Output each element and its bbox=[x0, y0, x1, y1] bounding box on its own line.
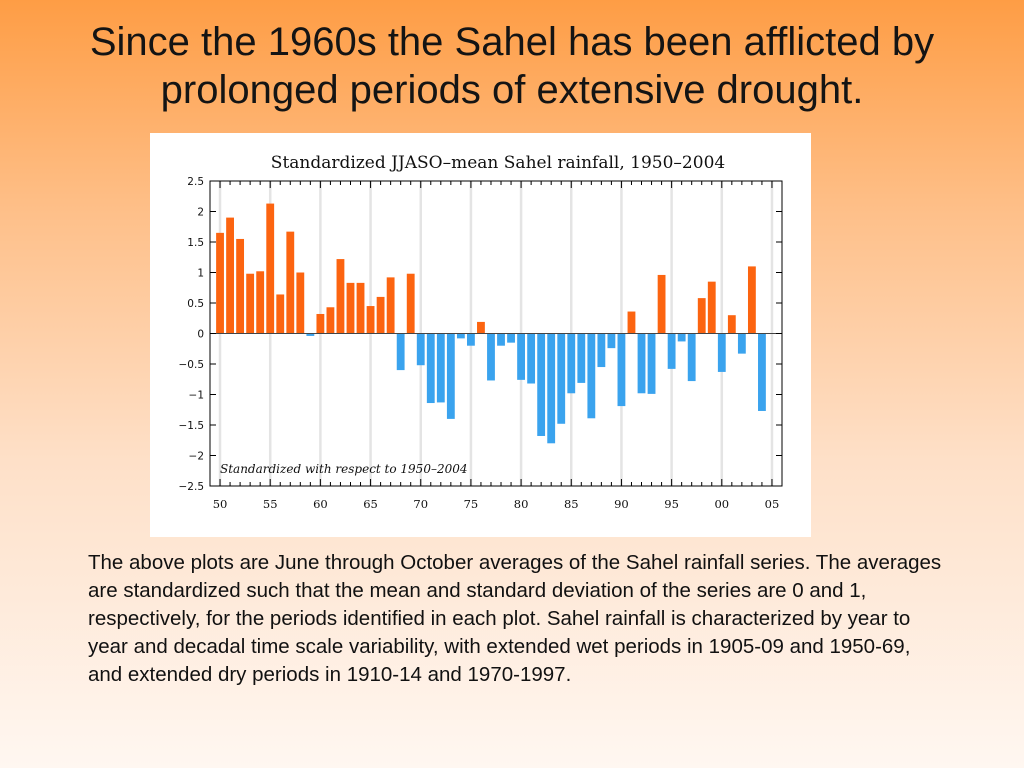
ytick-label: 1 bbox=[197, 268, 204, 280]
bar-1975 bbox=[467, 333, 475, 346]
bar-1979 bbox=[507, 333, 515, 343]
ytick-label: 2.5 bbox=[187, 176, 204, 188]
bar-1977 bbox=[487, 333, 495, 381]
ytick-label: −1.5 bbox=[179, 420, 205, 432]
slide-title: Since the 1960s the Sahel has been affli… bbox=[89, 20, 935, 112]
xtick-label: 05 bbox=[765, 497, 780, 511]
bar-1950 bbox=[216, 232, 224, 334]
xtick-label: 60 bbox=[313, 497, 328, 511]
bar-1954 bbox=[256, 271, 265, 334]
bar-1995 bbox=[667, 333, 676, 369]
bar-1985 bbox=[567, 333, 576, 394]
bar-1959 bbox=[306, 333, 315, 336]
bar-1957 bbox=[286, 231, 295, 334]
chart-annotation: Standardized with respect to 1950–2004 bbox=[220, 462, 468, 476]
xtick-label: 75 bbox=[464, 497, 479, 511]
bar-1990 bbox=[617, 333, 626, 407]
xtick-label: 80 bbox=[514, 497, 529, 511]
bar-1993 bbox=[647, 333, 656, 394]
bar-1982 bbox=[537, 333, 546, 436]
bar-1958 bbox=[296, 272, 305, 334]
bar-1960 bbox=[316, 313, 325, 334]
bars bbox=[216, 203, 766, 444]
body-paragraph: The above plots are June through October… bbox=[88, 551, 942, 686]
chart-panel: Standardized JJASO–mean Sahel rainfall, … bbox=[150, 133, 811, 537]
bar-2001 bbox=[727, 315, 736, 334]
bar-1991 bbox=[627, 311, 636, 334]
ytick-label: 2 bbox=[197, 207, 204, 219]
bar-1972 bbox=[436, 333, 445, 403]
xtick-label: 90 bbox=[614, 497, 629, 511]
bar-2004 bbox=[758, 333, 766, 411]
bar-1998 bbox=[697, 298, 706, 334]
bar-1974 bbox=[456, 333, 465, 339]
bar-1963 bbox=[346, 282, 355, 334]
bar-1973 bbox=[446, 333, 455, 419]
bar-1968 bbox=[396, 333, 405, 371]
xtick-label: 70 bbox=[413, 497, 428, 511]
bar-2000 bbox=[717, 333, 726, 372]
ytick-label: 1.5 bbox=[187, 237, 204, 249]
bar-1986 bbox=[577, 333, 586, 383]
bar-1967 bbox=[386, 277, 395, 334]
bar-1978 bbox=[497, 333, 505, 346]
bar-1997 bbox=[687, 333, 696, 382]
bar-1956 bbox=[276, 294, 285, 334]
bar-1964 bbox=[356, 282, 365, 334]
sahel-rainfall-bar-chart: Standardized JJASO–mean Sahel rainfall, … bbox=[179, 153, 783, 511]
bar-1980 bbox=[517, 333, 525, 380]
xtick-label: 65 bbox=[363, 497, 378, 511]
xtick-label: 85 bbox=[564, 497, 579, 511]
bar-1966 bbox=[376, 296, 385, 334]
ytick-label: −2 bbox=[189, 451, 204, 463]
bar-1953 bbox=[246, 273, 255, 334]
bar-1961 bbox=[326, 307, 335, 334]
bar-1955 bbox=[266, 203, 275, 334]
ytick-label: 0.5 bbox=[187, 298, 204, 310]
bar-1970 bbox=[416, 333, 425, 366]
bar-1969 bbox=[406, 273, 415, 334]
bar-1952 bbox=[236, 238, 245, 334]
bar-1965 bbox=[366, 306, 375, 334]
bar-1994 bbox=[657, 274, 666, 334]
bar-1999 bbox=[707, 281, 716, 334]
xtick-label: 55 bbox=[263, 497, 278, 511]
ytick-label: −0.5 bbox=[179, 359, 205, 371]
bar-1976 bbox=[477, 321, 485, 334]
xtick-label: 95 bbox=[664, 497, 679, 511]
xtick-label: 50 bbox=[213, 497, 228, 511]
bar-1951 bbox=[226, 217, 234, 334]
axes bbox=[209, 180, 783, 487]
tick-labels: 2.5 2 1.5 1 0.5 0 −0.5 −1 −1.5 −2 −2.5 50 55 60 65 70 75… bbox=[179, 176, 780, 511]
bar-1981 bbox=[527, 333, 536, 384]
bar-1992 bbox=[637, 333, 646, 394]
bar-1983 bbox=[547, 333, 556, 444]
bar-1988 bbox=[597, 333, 606, 368]
bar-1984 bbox=[557, 333, 566, 424]
xtick-label: 00 bbox=[714, 497, 729, 511]
bar-1971 bbox=[426, 333, 435, 404]
bar-1989 bbox=[607, 333, 616, 349]
ytick-label: −1 bbox=[189, 390, 204, 402]
bar-1987 bbox=[587, 333, 596, 419]
ytick-label: −2.5 bbox=[179, 481, 205, 493]
chart-title: Standardized JJASO–mean Sahel rainfall, … bbox=[271, 153, 725, 173]
bar-2002 bbox=[737, 333, 746, 354]
bar-2003 bbox=[747, 266, 756, 334]
bar-1962 bbox=[336, 259, 345, 334]
bar-1996 bbox=[677, 333, 686, 342]
ytick-label: 0 bbox=[197, 329, 204, 341]
